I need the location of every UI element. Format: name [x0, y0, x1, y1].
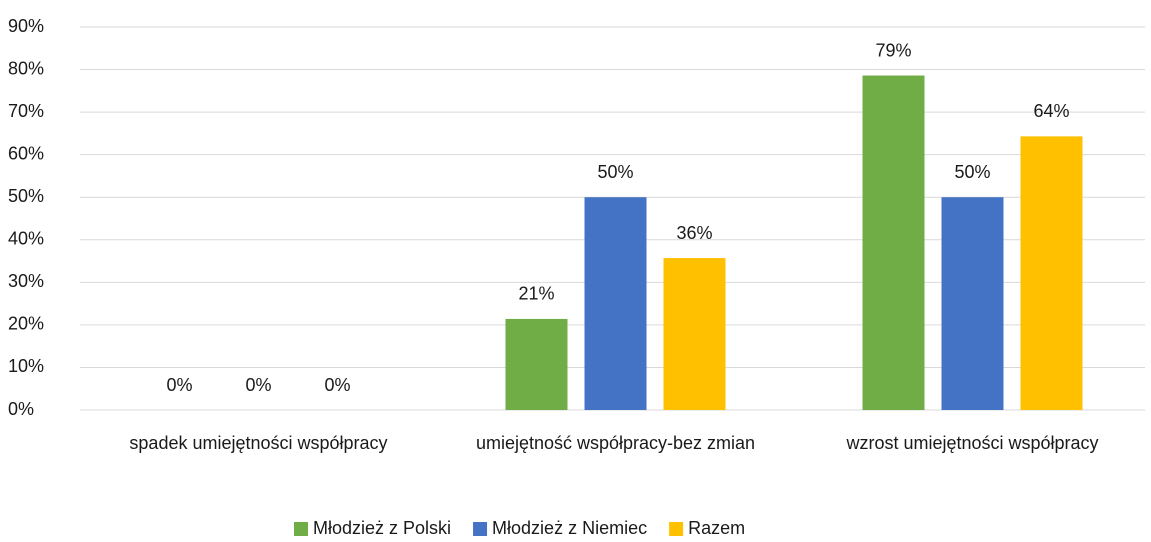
y-tick-label: 20%: [8, 314, 44, 334]
y-tick-label: 70%: [8, 101, 44, 121]
data-label: 0%: [324, 375, 350, 395]
legend-swatch: [294, 522, 308, 536]
data-label: 50%: [597, 162, 633, 182]
data-label: 0%: [245, 375, 271, 395]
y-tick-label: 30%: [8, 271, 44, 291]
data-label: 21%: [518, 284, 554, 304]
y-tick-label: 90%: [8, 16, 44, 36]
y-tick-label: 50%: [8, 186, 44, 206]
y-tick-label: 80%: [8, 58, 44, 78]
data-label: 79%: [875, 40, 911, 60]
legend-swatch: [669, 522, 684, 536]
bar: [505, 318, 568, 410]
legend-label: Młodzież z Polski: [313, 518, 451, 538]
bar: [1020, 136, 1083, 410]
bar: [862, 75, 925, 410]
data-label: 64%: [1033, 101, 1069, 121]
x-tick-label: wzrost umiejętności współpracy: [846, 433, 1099, 453]
legend-swatch: [473, 522, 488, 536]
data-label: 50%: [954, 162, 990, 182]
x-tick-label: umiejętność współpracy-bez zmian: [475, 433, 756, 453]
y-tick-label: 40%: [8, 229, 44, 249]
x-tick-label: spadek umiejętności współpracy: [129, 433, 388, 453]
data-label: 0%: [166, 375, 192, 395]
y-tick-label: 0%: [8, 399, 34, 419]
legend-label: Młodzież z Niemiec: [492, 518, 647, 538]
bar: [663, 258, 726, 410]
y-tick-label: 60%: [8, 143, 44, 163]
bar: [584, 197, 647, 410]
legend-label: Razem: [688, 518, 745, 538]
data-label: 36%: [676, 223, 712, 243]
y-tick-label: 10%: [8, 356, 44, 376]
bar: [941, 197, 1004, 410]
